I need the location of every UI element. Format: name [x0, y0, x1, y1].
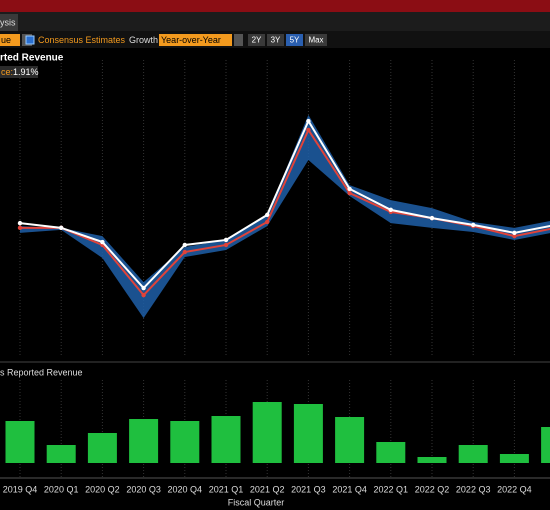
- chart-title: rted Revenue: [0, 53, 64, 64]
- range-button[interactable]: [267, 34, 284, 46]
- checkbox-label: Consensus Estimates: [38, 35, 126, 45]
- range-label: 5Y: [290, 36, 300, 45]
- point: [17, 225, 23, 231]
- tab[interactable]: [0, 14, 18, 31]
- x-tick-label: 2021 Q2: [250, 484, 285, 494]
- tab-bar: [0, 12, 550, 31]
- x-tick-label: 2021 Q3: [291, 484, 326, 494]
- bar: [417, 457, 447, 463]
- growth-arrow[interactable]: [234, 34, 243, 46]
- point: [306, 118, 311, 124]
- bar: [335, 417, 365, 463]
- range-label: Max: [308, 36, 323, 45]
- x-tick-label: 2022 Q4: [497, 484, 532, 494]
- range-label: 2Y: [252, 36, 262, 45]
- annotation-value: 1.91%: [13, 67, 39, 77]
- point: [223, 237, 229, 243]
- point: [182, 249, 187, 255]
- point: [223, 242, 229, 248]
- point: [59, 225, 64, 231]
- annotation-box: [0, 66, 38, 78]
- point: [512, 230, 517, 236]
- range-button[interactable]: [286, 34, 303, 46]
- point: [100, 239, 105, 245]
- bar: [541, 427, 550, 463]
- estimate-band: [20, 114, 550, 319]
- bar: [170, 421, 200, 463]
- x-tick-label: 2022 Q3: [456, 484, 491, 494]
- point: [265, 219, 270, 225]
- bar: [5, 421, 35, 463]
- growth-value: Year-over-Year: [161, 35, 221, 45]
- bar: [129, 419, 159, 463]
- chart-title: s Reported Revenue: [0, 367, 83, 377]
- x-tick-label: 2022 Q1: [374, 484, 409, 494]
- bar: [87, 433, 117, 463]
- range-button[interactable]: [305, 34, 327, 46]
- x-tick-label: 2021 Q4: [332, 484, 367, 494]
- bar: [252, 402, 282, 463]
- annotation-label: ce:: [1, 67, 13, 77]
- dropdown-value: ue: [1, 35, 11, 45]
- point: [306, 127, 311, 133]
- range-label: 3Y: [271, 36, 281, 45]
- bar: [293, 404, 323, 463]
- series-line: [20, 127, 550, 297]
- x-axis-title: Fiscal Quarter: [228, 497, 285, 507]
- x-tick-label: 2019 Q4: [3, 484, 38, 494]
- point: [265, 212, 270, 218]
- x-tick-label: 2021 Q1: [209, 484, 244, 494]
- range-button[interactable]: [248, 34, 265, 46]
- x-tick-label: 2020 Q2: [85, 484, 120, 494]
- bar: [376, 442, 406, 463]
- point: [347, 190, 352, 196]
- x-tick-label: 2020 Q1: [44, 484, 79, 494]
- point: [141, 292, 146, 298]
- dropdown[interactable]: [0, 34, 20, 46]
- point: [471, 222, 476, 228]
- point: [17, 220, 23, 226]
- point: [388, 207, 393, 213]
- point: [182, 242, 187, 248]
- point: [512, 233, 517, 239]
- bar: [211, 416, 241, 463]
- point: [141, 285, 146, 291]
- x-tick-label: 2022 Q2: [415, 484, 450, 494]
- tab-label: ysis: [0, 17, 16, 27]
- x-tick-label: 2020 Q3: [126, 484, 161, 494]
- growth-select[interactable]: [159, 34, 232, 46]
- x-tick-label: 2020 Q4: [168, 484, 203, 494]
- checkbox[interactable]: [25, 35, 35, 45]
- bar: [458, 445, 488, 463]
- series-line: [19, 118, 550, 290]
- bar: [499, 454, 529, 463]
- point: [347, 186, 352, 192]
- title-bar: [0, 0, 550, 12]
- bar: [46, 445, 76, 463]
- growth-label: Growth: [129, 35, 158, 45]
- point: [429, 215, 435, 221]
